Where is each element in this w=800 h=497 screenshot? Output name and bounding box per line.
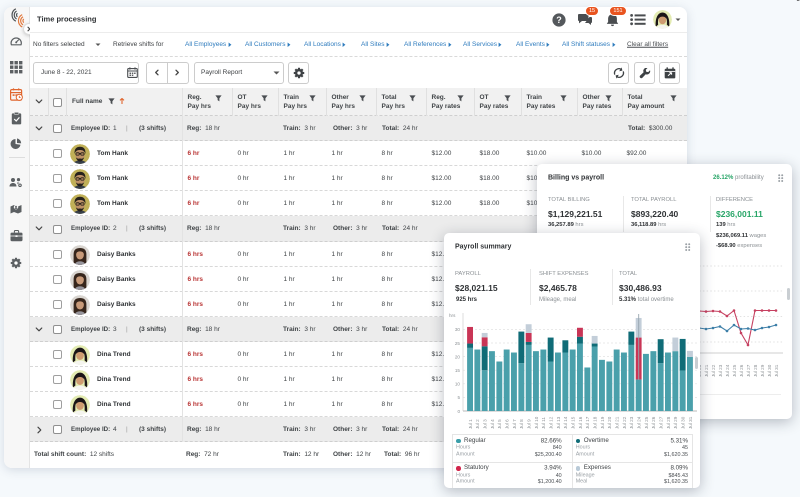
- svg-text:Jul 31: Jul 31: [774, 364, 779, 377]
- svg-text:Jul 14: Jul 14: [563, 416, 568, 429]
- svg-text:Jul 19: Jul 19: [600, 416, 605, 429]
- svg-text:10: 10: [455, 382, 461, 387]
- svg-text:Jul 9: Jul 9: [527, 419, 532, 429]
- svg-text:Jul 23: Jul 23: [718, 364, 723, 377]
- svg-text:Jul 25: Jul 25: [644, 416, 649, 429]
- svg-text:Jul 5: Jul 5: [497, 419, 502, 429]
- svg-text:Jul 26: Jul 26: [739, 364, 744, 377]
- svg-text:Jul 3: Jul 3: [483, 419, 488, 429]
- svg-text:Jul 29: Jul 29: [760, 364, 765, 377]
- svg-text:Jul 15: Jul 15: [571, 416, 576, 429]
- svg-text:Jul 29: Jul 29: [673, 416, 678, 429]
- svg-text:Jul 7: Jul 7: [512, 419, 517, 429]
- svg-text:Jul 8: Jul 8: [519, 419, 524, 429]
- svg-text:Jul 11: Jul 11: [541, 417, 546, 429]
- svg-text:5: 5: [457, 395, 460, 400]
- svg-text:hrs: hrs: [449, 313, 456, 318]
- svg-text:Jul 28: Jul 28: [753, 364, 758, 377]
- svg-text:Jul 27: Jul 27: [746, 364, 751, 377]
- svg-text:Jul 21: Jul 21: [704, 364, 709, 377]
- svg-text:Jul 23: Jul 23: [629, 416, 634, 429]
- svg-text:25: 25: [455, 341, 461, 346]
- svg-text:Jul 12: Jul 12: [549, 416, 554, 429]
- svg-text:Jul 18: Jul 18: [593, 416, 598, 429]
- svg-text:Jul 13: Jul 13: [556, 416, 561, 429]
- svg-text:Jul 10: Jul 10: [534, 416, 539, 429]
- svg-text:15: 15: [455, 368, 461, 373]
- svg-text:Jul 30: Jul 30: [681, 416, 686, 429]
- svg-text:30: 30: [455, 327, 461, 332]
- svg-text:Jul 17: Jul 17: [585, 416, 590, 429]
- svg-text:Jul 22: Jul 22: [622, 416, 627, 429]
- svg-text:Jul 6: Jul 6: [505, 419, 510, 429]
- svg-text:Jul 30: Jul 30: [767, 364, 772, 377]
- svg-text:Jul 28: Jul 28: [666, 416, 671, 429]
- svg-text:0: 0: [457, 409, 460, 414]
- svg-text:Jul 2: Jul 2: [475, 419, 480, 429]
- svg-text:Jul 1: Jul 1: [468, 419, 473, 429]
- svg-text:Jul 4: Jul 4: [490, 419, 495, 429]
- svg-text:Jul 20: Jul 20: [607, 416, 612, 429]
- svg-text:20: 20: [455, 354, 461, 359]
- svg-text:Jul 31: Jul 31: [688, 416, 693, 429]
- svg-text:Jul 27: Jul 27: [659, 416, 664, 429]
- svg-text:?: ?: [556, 15, 562, 25]
- svg-text:Jul 16: Jul 16: [578, 416, 583, 429]
- svg-text:Jul 21: Jul 21: [615, 416, 620, 429]
- svg-text:Jul 25: Jul 25: [732, 364, 737, 377]
- svg-text:Jul 24: Jul 24: [725, 364, 730, 377]
- svg-text:Jul 22: Jul 22: [711, 364, 716, 377]
- svg-text:Jul 26: Jul 26: [651, 416, 656, 429]
- svg-text:Jul 24: Jul 24: [637, 416, 642, 429]
